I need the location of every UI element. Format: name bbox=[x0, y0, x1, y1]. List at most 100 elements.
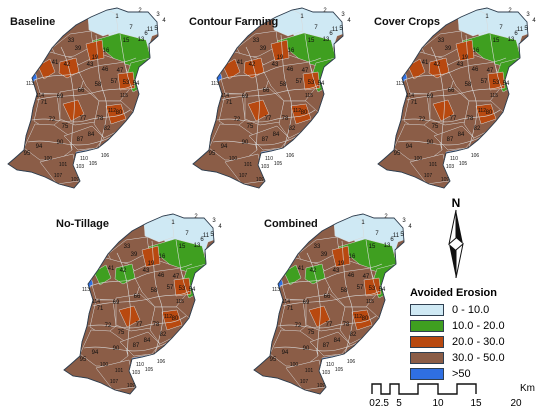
scale-bar: 0 2.5 5 10 15 20 Km bbox=[366, 376, 541, 412]
legend-swatch bbox=[410, 320, 444, 332]
subwatershed-label: 71 bbox=[41, 100, 48, 106]
subwatershed-label: 11 bbox=[517, 27, 524, 33]
subwatershed-label: 66 bbox=[448, 88, 455, 94]
subwatershed-region bbox=[248, 125, 290, 151]
subwatershed-label: 105 bbox=[89, 161, 98, 167]
subwatershed-label: 110 bbox=[80, 156, 88, 162]
subwatershed-label: 80 bbox=[301, 110, 308, 116]
subwatershed-boundary-line bbox=[151, 240, 164, 355]
scale-tick: 0 bbox=[369, 398, 375, 409]
subwatershed-label: 109 bbox=[317, 383, 326, 389]
subwatershed-label: 78 bbox=[343, 322, 350, 328]
subwatershed-label: 115 bbox=[490, 93, 498, 99]
subwatershed-region bbox=[23, 123, 73, 161]
subwatershed-label: 110 bbox=[265, 156, 273, 162]
subwatershed-region bbox=[290, 103, 312, 125]
subwatershed-label: 110 bbox=[326, 362, 334, 368]
subwatershed-label: 19 bbox=[92, 55, 99, 61]
subwatershed-label: 107 bbox=[54, 173, 63, 179]
subwatershed-label: 4 bbox=[218, 224, 222, 230]
subwatershed-label: 33 bbox=[314, 244, 321, 250]
map-panel-baseline: Baseline 1 2 3 4 5 6 7 11 13 15 16 19 33 39 41 42 43 46 47… bbox=[0, 0, 185, 190]
subwatershed-label: 103 bbox=[76, 164, 85, 170]
legend-item: 10.0 - 20.0 bbox=[410, 318, 535, 334]
subwatershed-label: 15 bbox=[179, 244, 186, 250]
subwatershed-label: 54 bbox=[503, 81, 510, 87]
subwatershed-boundary-line bbox=[87, 315, 187, 329]
subwatershed-label: 2 bbox=[508, 8, 512, 14]
subwatershed-region bbox=[118, 305, 141, 328]
subwatershed-label: 15 bbox=[123, 38, 130, 44]
subwatershed-label: 94 bbox=[92, 350, 99, 356]
subwatershed-label: 94 bbox=[282, 350, 289, 356]
scale-tick: 15 bbox=[470, 398, 482, 409]
subwatershed-label: 69 bbox=[242, 94, 249, 100]
subwatershed-label: 43 bbox=[333, 268, 340, 274]
subwatershed-label: 112 bbox=[164, 314, 172, 320]
subwatershed-label: 78 bbox=[153, 322, 160, 328]
subwatershed-label: 39 bbox=[445, 46, 452, 52]
subwatershed-label: 13 bbox=[508, 37, 515, 43]
subwatershed-label: 103 bbox=[446, 164, 455, 170]
subwatershed-label: 100 bbox=[44, 156, 53, 162]
subwatershed-label: 5 bbox=[339, 26, 343, 32]
subwatershed-label: 109 bbox=[71, 177, 80, 183]
subwatershed-label: 42 bbox=[310, 268, 317, 274]
subwatershed-label: 69 bbox=[57, 94, 64, 100]
subwatershed-label: 115 bbox=[176, 299, 184, 305]
subwatershed-label: 16 bbox=[349, 254, 356, 260]
scale-tick: 20 bbox=[510, 398, 522, 409]
subwatershed-label: 101 bbox=[115, 368, 124, 374]
subwatershed-label: 5 bbox=[400, 232, 404, 238]
subwatershed-label: 100 bbox=[100, 362, 109, 368]
subwatershed-label: 95 bbox=[24, 151, 31, 157]
subwatershed-label: 3 bbox=[526, 12, 530, 18]
subwatershed-region bbox=[247, 99, 270, 122]
subwatershed-boundary-line bbox=[31, 109, 131, 123]
subwatershed-label: 53 bbox=[308, 80, 315, 86]
subwatershed-label: 87 bbox=[323, 343, 330, 349]
subwatershed-label: 43 bbox=[143, 268, 150, 274]
subwatershed-label: 95 bbox=[209, 151, 216, 157]
subwatershed-label: 94 bbox=[221, 144, 228, 150]
legend: Avoided Erosion 0 - 10.0 10.0 - 20.0 20.… bbox=[410, 287, 535, 382]
subwatershed-label: 16 bbox=[103, 48, 110, 54]
subwatershed-boundary-line bbox=[33, 57, 137, 81]
subwatershed-label: 11 bbox=[147, 27, 154, 33]
subwatershed-label: 77 bbox=[450, 116, 457, 122]
subwatershed-boundary-line bbox=[175, 239, 189, 296]
subwatershed-label: 15 bbox=[369, 244, 376, 250]
subwatershed-boundary-line bbox=[216, 109, 316, 123]
subwatershed-label: 43 bbox=[272, 62, 279, 68]
subwatershed-boundary-line bbox=[406, 83, 506, 101]
subwatershed-label: 42 bbox=[434, 62, 441, 68]
legend-swatch bbox=[410, 352, 444, 364]
subwatershed-region bbox=[224, 153, 265, 185]
subwatershed-label: 110 bbox=[136, 362, 144, 368]
subwatershed-boundary-line bbox=[119, 33, 133, 90]
subwatershed-label: 75 bbox=[62, 124, 69, 130]
subwatershed-label: 106 bbox=[347, 359, 356, 365]
subwatershed-label: 58 bbox=[341, 288, 348, 294]
subwatershed-label: 1 bbox=[115, 14, 119, 20]
subwatershed-label: 112 bbox=[108, 108, 116, 114]
subwatershed-label: 107 bbox=[110, 379, 119, 385]
subwatershed-label: 106 bbox=[101, 153, 110, 159]
subwatershed-boundary-line bbox=[245, 46, 260, 151]
subwatershed-label: 114 bbox=[221, 93, 229, 99]
subwatershed-label: 58 bbox=[280, 82, 287, 88]
subwatershed-label: 90 bbox=[242, 140, 249, 146]
subwatershed-label: 54 bbox=[318, 81, 325, 87]
subwatershed-boundary-line bbox=[36, 83, 136, 101]
subwatershed-label: 57 bbox=[357, 285, 364, 291]
subwatershed-label: 78 bbox=[97, 116, 104, 122]
subwatershed-label: 15 bbox=[493, 38, 500, 44]
subwatershed-label: 112 bbox=[354, 314, 362, 320]
subwatershed-label: 53 bbox=[123, 80, 130, 86]
subwatershed-label: 6 bbox=[144, 31, 148, 37]
subwatershed-region bbox=[63, 125, 105, 151]
